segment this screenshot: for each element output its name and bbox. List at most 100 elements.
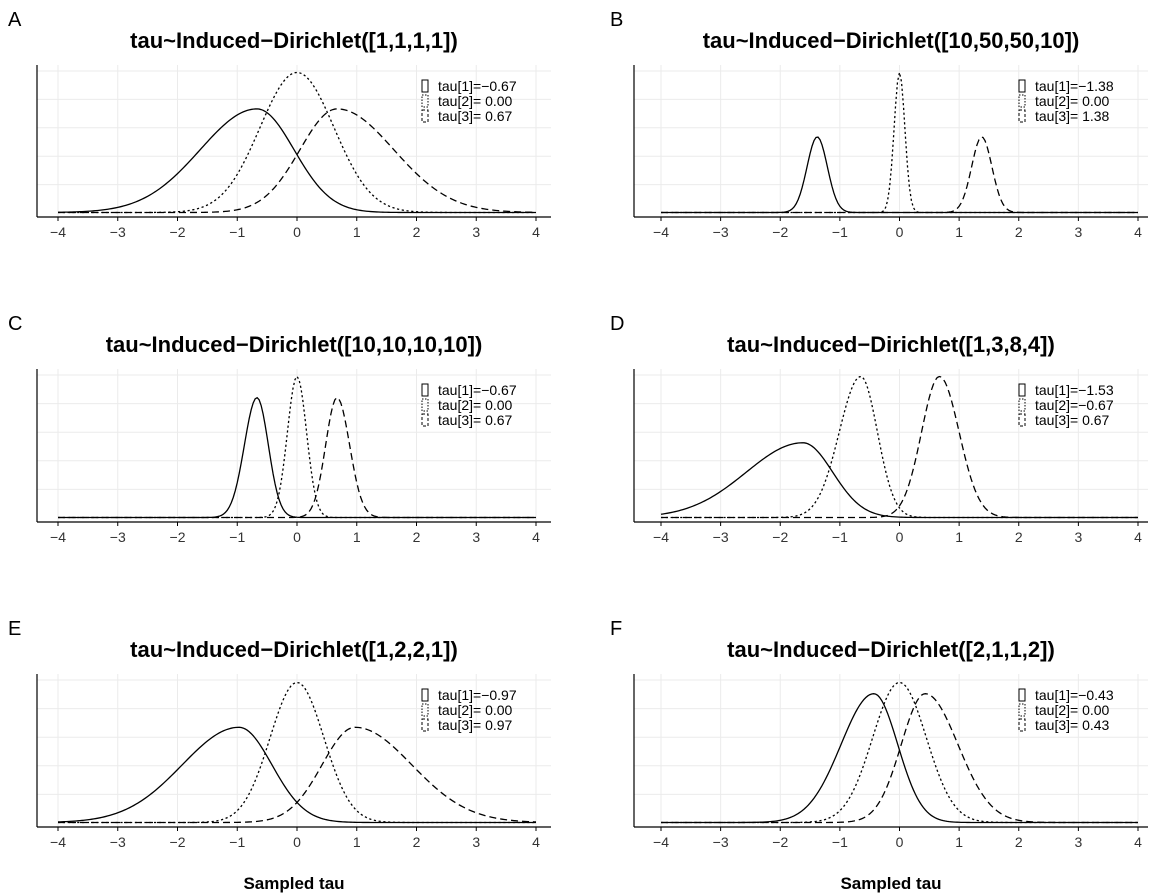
x-tick-label: −1 — [832, 834, 848, 850]
legend-label-tau-1: tau[1]=−0.67 — [438, 382, 517, 398]
x-tick-label: 1 — [353, 834, 361, 850]
x-tick-label: 3 — [1074, 529, 1082, 545]
legend-label-tau-2: tau[2]= 0.00 — [438, 397, 513, 413]
x-tick-label: 3 — [1074, 224, 1082, 240]
x-tick-label: −2 — [772, 834, 788, 850]
legend-key-tau-3 — [1018, 109, 1026, 123]
legend-key-tau-2 — [421, 703, 429, 717]
legend-label-tau-3: tau[3]= 0.67 — [438, 108, 513, 124]
panel-title: tau~Induced−Dirichlet([1,1,1,1]) — [130, 28, 458, 53]
x-tick-label: 2 — [413, 529, 421, 545]
legend-label-tau-1: tau[1]=−1.38 — [1035, 78, 1114, 94]
x-tick-label: 0 — [896, 529, 904, 545]
x-tick-label: −3 — [110, 224, 126, 240]
x-axis-title: Sampled tau — [840, 874, 941, 893]
panel-letter: A — [8, 9, 22, 31]
x-tick-label: 1 — [353, 224, 361, 240]
grid — [634, 65, 1148, 217]
x-tick-label: 4 — [532, 834, 540, 850]
series-line-tau-3 — [661, 375, 1138, 519]
x-tick-label: 1 — [955, 224, 963, 240]
x-tick-label: 2 — [1015, 224, 1023, 240]
x-axis-title: Sampled tau — [243, 874, 344, 893]
x-tick-label: −1 — [229, 834, 245, 850]
legend-label-tau-3: tau[3]= 0.97 — [438, 717, 513, 733]
x-tick-label: 1 — [955, 834, 963, 850]
legend-label-tau-3: tau[3]= 0.67 — [1035, 412, 1110, 428]
legend-key-tau-1 — [1018, 79, 1026, 93]
series-line-tau-3 — [58, 396, 536, 519]
x-tick-label: 0 — [896, 834, 904, 850]
x-tick-label: −3 — [110, 529, 126, 545]
series-line-tau-2 — [58, 71, 536, 214]
x-tick-label: −1 — [832, 224, 848, 240]
legend-key-tau-2 — [1018, 398, 1026, 412]
x-tick-label: −1 — [229, 529, 245, 545]
grid — [634, 674, 1148, 827]
panel-letter: D — [610, 313, 624, 335]
grid — [37, 674, 551, 827]
panel-letter: E — [8, 618, 21, 640]
legend-key-tau-1 — [421, 383, 429, 397]
legend-label-tau-2: tau[2]= 0.00 — [438, 702, 513, 718]
x-tick-label: 1 — [353, 529, 361, 545]
panel-title: tau~Induced−Dirichlet([2,1,1,2]) — [727, 637, 1055, 662]
x-tick-label: −4 — [50, 224, 66, 240]
series-line-tau-2 — [661, 681, 1138, 824]
x-tick-label: 3 — [1074, 834, 1082, 850]
x-tick-label: 4 — [532, 529, 540, 545]
legend-key-tau-2 — [1018, 703, 1026, 717]
x-tick-label: 3 — [472, 834, 480, 850]
x-tick-label: −3 — [713, 529, 729, 545]
legend-label-tau-2: tau[2]= 0.00 — [1035, 93, 1110, 109]
legend-label-tau-2: tau[2]=−0.67 — [1035, 397, 1114, 413]
legend-key-tau-3 — [1018, 718, 1026, 732]
x-tick-label: 4 — [532, 224, 540, 240]
x-tick-label: −1 — [832, 529, 848, 545]
legend-key-tau-2 — [421, 94, 429, 108]
x-tick-label: 0 — [293, 224, 301, 240]
grid — [37, 65, 551, 217]
x-tick-label: −3 — [713, 224, 729, 240]
x-tick-label: −4 — [653, 529, 669, 545]
x-tick-label: 2 — [1015, 529, 1023, 545]
panel-letter: F — [610, 618, 622, 640]
x-tick-label: 2 — [1015, 834, 1023, 850]
legend-label-tau-2: tau[2]= 0.00 — [1035, 702, 1110, 718]
x-tick-label: −4 — [653, 224, 669, 240]
grid — [634, 369, 1148, 522]
x-tick-label: 0 — [293, 834, 301, 850]
x-tick-label: 4 — [1134, 834, 1142, 850]
legend-key-tau-1 — [1018, 383, 1026, 397]
panel-title: tau~Induced−Dirichlet([10,50,50,10]) — [703, 28, 1080, 53]
x-tick-label: 0 — [896, 224, 904, 240]
x-tick-label: −1 — [229, 224, 245, 240]
x-tick-label: −4 — [50, 529, 66, 545]
series-line-tau-2 — [58, 375, 536, 519]
x-tick-label: 2 — [413, 834, 421, 850]
legend-key-tau-1 — [421, 688, 429, 702]
legend-key-tau-3 — [1018, 413, 1026, 427]
legend-key-tau-1 — [1018, 688, 1026, 702]
legend-label-tau-3: tau[3]= 0.67 — [438, 412, 513, 428]
x-tick-label: −2 — [772, 224, 788, 240]
legend-key-tau-2 — [1018, 94, 1026, 108]
legend-key-tau-2 — [421, 398, 429, 412]
legend-label-tau-1: tau[1]=−0.43 — [1035, 687, 1114, 703]
x-tick-label: 4 — [1134, 529, 1142, 545]
panel-title: tau~Induced−Dirichlet([1,2,2,1]) — [130, 637, 458, 662]
panel-letter: C — [8, 313, 22, 335]
legend-key-tau-3 — [421, 413, 429, 427]
